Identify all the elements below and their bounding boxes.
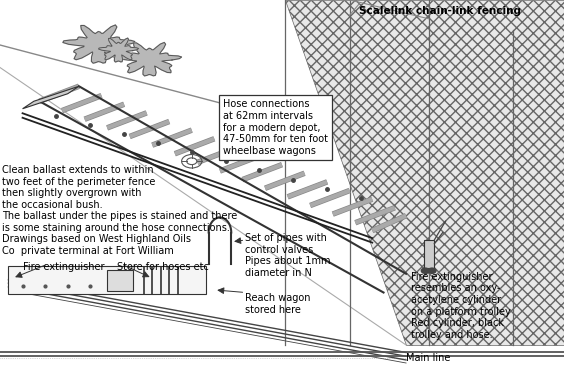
Bar	[424, 240, 434, 268]
Text: Fire extinguisher
resembles an oxy-
acetylene cylinder
on a platform trolley
Red: Fire extinguisher resembles an oxy- acet…	[411, 272, 510, 340]
Text: Clean ballast extends to within
two feet of the perimeter fence
then slightly ov: Clean ballast extends to within two feet…	[2, 165, 155, 210]
Polygon shape	[23, 86, 79, 109]
Polygon shape	[118, 42, 182, 76]
Circle shape	[428, 268, 436, 273]
Text: Main line: Main line	[406, 353, 451, 363]
Text: The ballast under the pipes is stained and there
is some staining around the hos: The ballast under the pipes is stained a…	[2, 211, 237, 256]
Text: Scalelink chain-link fencing: Scalelink chain-link fencing	[359, 6, 521, 16]
Polygon shape	[285, 0, 564, 345]
Bar	[107, 270, 133, 291]
Polygon shape	[99, 38, 139, 62]
Text: Reach wagon
stored here: Reach wagon stored here	[245, 293, 311, 315]
Polygon shape	[63, 25, 135, 63]
Text: Hose connections
at 62mm intervals
for a modern depot,
47-50mm for ten foot
whee: Hose connections at 62mm intervals for a…	[223, 99, 328, 156]
Text: Set of pipes with
control valves
Pipes about 1mm
diameter in N: Set of pipes with control valves Pipes a…	[245, 233, 331, 278]
Text: Fire extinguisher    Store for hoses etc: Fire extinguisher Store for hoses etc	[23, 262, 209, 272]
Bar	[8, 266, 206, 294]
Circle shape	[421, 268, 429, 273]
